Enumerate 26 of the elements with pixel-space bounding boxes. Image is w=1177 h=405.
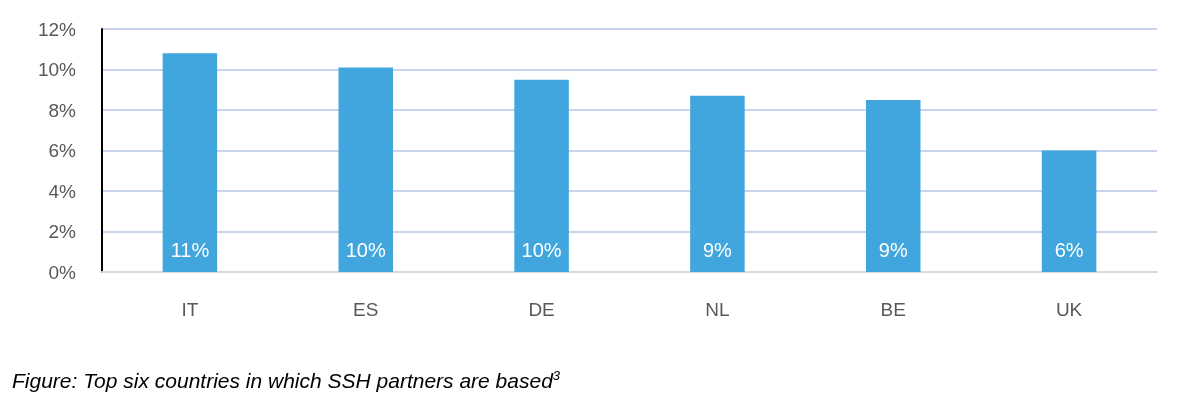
bar <box>1041 150 1097 272</box>
bar <box>514 79 569 272</box>
data-label: 9% <box>878 239 908 261</box>
data-label: 9% <box>702 239 733 261</box>
bar <box>690 95 745 272</box>
x-tick-label: IT <box>181 299 199 320</box>
x-tick-label: UK <box>1055 299 1083 320</box>
y-tick-label: 2% <box>48 221 77 242</box>
text: Figure: Top six countries in which SSH partners are based$^{3}$ <box>12 368 561 393</box>
y-tick-label: 12% <box>37 18 77 40</box>
y-tick-label: 0% <box>48 261 77 283</box>
data-label: 11% <box>170 239 210 261</box>
y-tick-label: 10% <box>37 59 77 80</box>
bar <box>162 53 218 272</box>
bar <box>338 67 393 272</box>
x-tick-label: BE <box>880 299 906 320</box>
x-tick-label: NL <box>705 299 730 320</box>
y-tick-label: 6% <box>48 140 77 161</box>
data-label: 10% <box>345 239 386 261</box>
data-label: 10% <box>521 239 562 261</box>
data-label: 6% <box>1054 239 1084 261</box>
y-tick-label: 8% <box>48 99 77 121</box>
x-tick-label: DE <box>528 299 555 320</box>
y-tick-label: 4% <box>48 180 77 202</box>
bar <box>866 99 921 272</box>
x-tick-label: ES <box>353 299 379 320</box>
